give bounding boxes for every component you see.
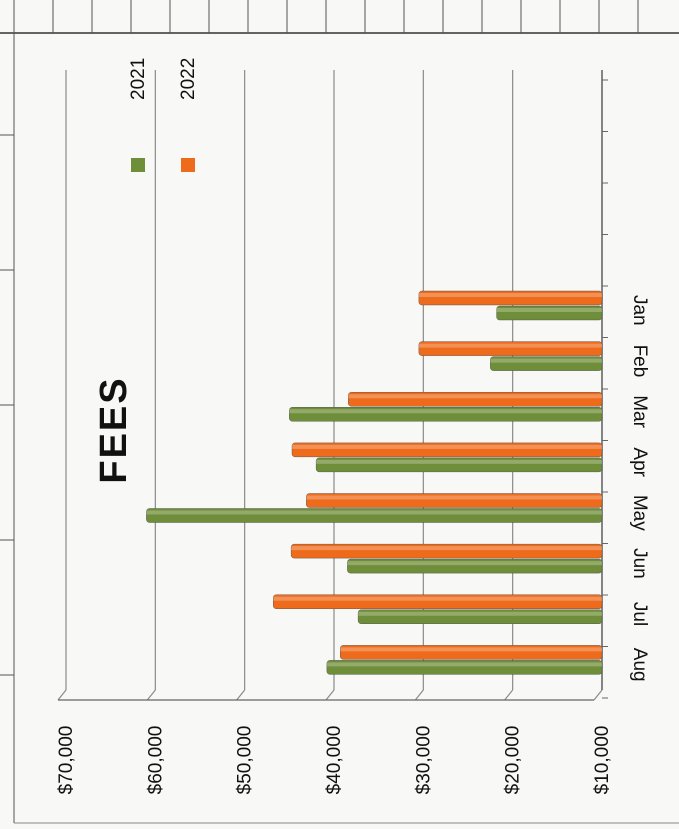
bar-highlight bbox=[490, 358, 602, 363]
bar-2022-Mar bbox=[348, 392, 603, 407]
bar-highlight bbox=[358, 611, 602, 616]
bar-2021-Apr bbox=[315, 457, 603, 473]
bar-highlight bbox=[146, 510, 602, 515]
legend: 2021 2022 bbox=[128, 58, 199, 172]
category-label-Jan: Jan bbox=[629, 295, 650, 326]
bar-highlight bbox=[306, 495, 602, 500]
legend-label-2021: 2021 bbox=[128, 58, 149, 100]
category-labels: Jan Feb Mar Apr May Jun Jul Aug bbox=[629, 295, 650, 682]
grid-lines bbox=[57, 70, 603, 701]
bar-highlight bbox=[418, 343, 602, 348]
gridline-depth bbox=[325, 689, 335, 701]
tick-label: $20,000 bbox=[503, 726, 524, 795]
bar-2021-Aug bbox=[326, 660, 603, 675]
bar-highlight bbox=[418, 293, 602, 297]
gridline-depth bbox=[146, 689, 156, 701]
tick-label: $50,000 bbox=[235, 726, 256, 795]
gridline-depth bbox=[57, 689, 67, 701]
legend-label-2022: 2022 bbox=[178, 58, 199, 100]
bar-2022-Apr bbox=[291, 442, 603, 458]
bar-highlight bbox=[348, 394, 602, 399]
gridline-depth bbox=[414, 689, 424, 701]
gridline-depth bbox=[593, 689, 603, 701]
bar-highlight bbox=[291, 546, 602, 551]
bar-highlight bbox=[340, 647, 602, 652]
gridline-depth bbox=[504, 689, 514, 701]
tick-label: $60,000 bbox=[145, 726, 166, 795]
tick-label: $70,000 bbox=[56, 726, 77, 795]
category-label-May: May bbox=[629, 495, 650, 531]
category-label-Jul: Jul bbox=[629, 602, 650, 626]
bar-highlight bbox=[316, 459, 602, 464]
bar-2021-Jan bbox=[496, 305, 603, 321]
chart-axes bbox=[58, 70, 608, 701]
tick-label: $30,000 bbox=[413, 726, 434, 795]
bar-2022-May bbox=[306, 493, 603, 508]
category-label-Feb: Feb bbox=[629, 345, 650, 378]
bar-highlight bbox=[292, 444, 602, 449]
gridline-depth bbox=[236, 689, 246, 701]
category-label-Mar: Mar bbox=[629, 395, 650, 428]
legend-swatch-2021 bbox=[131, 158, 145, 172]
value-tick-labels: $10,000 $20,000 $30,000 $40,000 $50,000 $60,0… bbox=[56, 726, 613, 795]
bar-highlight bbox=[326, 662, 602, 667]
legend-swatch-2022 bbox=[181, 158, 195, 172]
bar-2021-Feb bbox=[490, 356, 603, 371]
tick-label: $40,000 bbox=[324, 726, 345, 795]
bar-2022-Jun bbox=[290, 543, 603, 559]
category-label-Jun: Jun bbox=[629, 548, 650, 579]
category-label-Apr: Apr bbox=[629, 447, 650, 477]
bar-2022-Feb bbox=[418, 341, 603, 356]
bar-highlight bbox=[273, 596, 602, 601]
category-label-Aug: Aug bbox=[629, 648, 650, 682]
chart-title: FEES bbox=[93, 376, 135, 483]
bar-2022-Aug bbox=[340, 645, 603, 660]
bar-highlight bbox=[496, 308, 602, 312]
bar-2021-Jul bbox=[357, 609, 603, 624]
tick-label: $10,000 bbox=[592, 726, 613, 795]
bar-highlight bbox=[347, 561, 602, 566]
bar-series bbox=[146, 290, 603, 675]
bar-2021-May bbox=[146, 508, 603, 523]
chart-title-group: FEES bbox=[93, 376, 135, 483]
bar-2021-Mar bbox=[289, 407, 603, 422]
bar-2022-Jul bbox=[273, 594, 603, 609]
bar-2022-Jan bbox=[418, 290, 603, 306]
bar-2021-Jun bbox=[347, 558, 603, 574]
bar-highlight bbox=[289, 409, 602, 414]
